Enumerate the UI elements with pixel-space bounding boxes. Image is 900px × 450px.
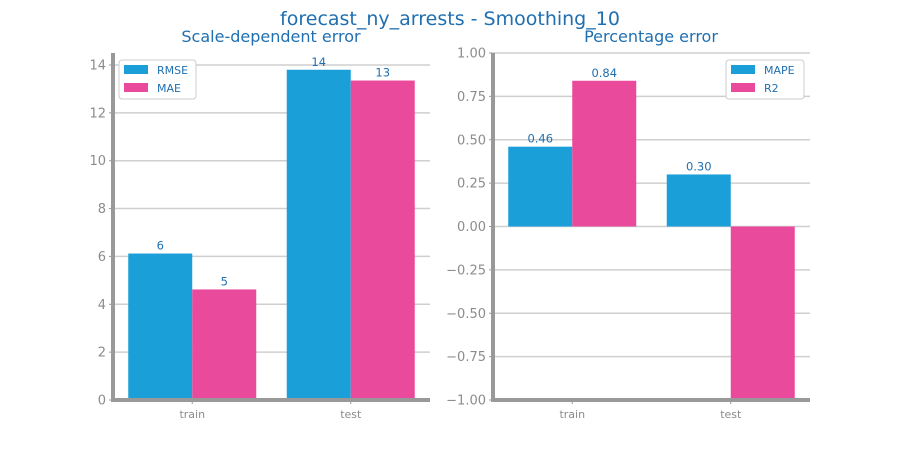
x-tick-label: test (720, 408, 742, 421)
data-label: 14 (311, 55, 326, 69)
chart-scale-dependent-error: Scale-dependent error 6 5 train 14 13 test 0 2 4… (89, 27, 430, 421)
chart-percentage-error: Percentage error 0.46 0.84 train 0.30 test −1… (446, 27, 810, 421)
bar-rmse-train (128, 253, 193, 400)
y-tick-label: 2 (98, 346, 106, 361)
chart-title: Percentage error (584, 27, 718, 46)
y-tick-label: −1.00 (446, 394, 486, 409)
y-tick-label: 12 (89, 106, 106, 121)
y-tick-label: 14 (89, 58, 106, 73)
y-tick-label: 10 (89, 154, 106, 169)
data-label: 0.84 (591, 66, 617, 80)
y-tick-label: 0.00 (457, 220, 486, 235)
x-tick-label: test (340, 408, 362, 421)
figure-title: forecast_ny_arrests - Smoothing_10 (280, 8, 620, 30)
y-tick-label: 0.25 (457, 177, 486, 192)
y-tick-label: −0.50 (446, 307, 486, 322)
chart-title: Scale-dependent error (181, 27, 361, 46)
y-tick-label: 4 (98, 298, 106, 313)
data-label: 0.46 (527, 132, 553, 146)
bar-r2-test (730, 226, 795, 400)
legend-label-mae: MAE (157, 82, 181, 95)
y-tick-label: 0 (98, 394, 106, 409)
data-label: 13 (375, 66, 390, 80)
data-label: 5 (221, 274, 228, 288)
legend-swatch-mae (124, 83, 148, 92)
bar-rmse-test (286, 69, 351, 401)
y-tick-label: −0.25 (446, 263, 486, 278)
bar-mape-test (666, 174, 731, 227)
bar-mae-train (192, 289, 257, 400)
x-tick-label: train (559, 408, 585, 421)
y-tick-label: 8 (98, 202, 106, 217)
bar-r2-train (572, 80, 637, 227)
y-tick-label: 0.50 (457, 133, 486, 148)
legend-swatch-mape (731, 65, 755, 74)
y-tick-label: −0.75 (446, 350, 486, 365)
y-tick-label: 1.00 (457, 47, 486, 62)
legend-swatch-rmse (124, 65, 148, 74)
data-label: 0.30 (686, 159, 712, 173)
x-tick-label: train (179, 408, 205, 421)
y-tick-label: 6 (98, 250, 106, 265)
legend-label-mape: MAPE (764, 64, 795, 77)
bar-mape-train (508, 146, 573, 227)
legend-swatch-r2 (731, 83, 755, 92)
bar-mae-test (350, 80, 415, 400)
legend-label-r2: R2 (764, 82, 779, 95)
legend-label-rmse: RMSE (157, 64, 188, 77)
data-label: 6 (157, 239, 164, 253)
y-tick-label: 0.75 (457, 90, 486, 105)
